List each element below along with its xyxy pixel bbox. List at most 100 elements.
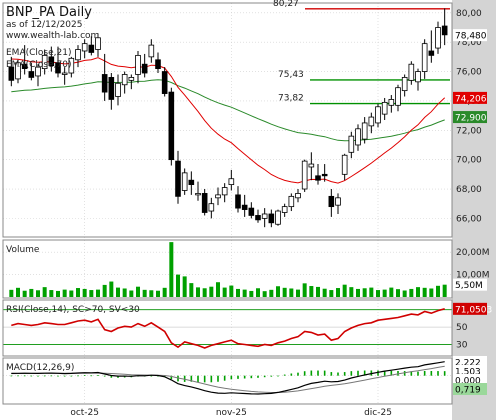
- macd-badge: 1,503: [455, 368, 481, 378]
- candle-body: [175, 160, 181, 197]
- macd-histogram-bar: [70, 375, 73, 377]
- candle-body: [275, 210, 281, 225]
- candle-body: [15, 62, 21, 80]
- macd-histogram-bar: [97, 375, 99, 376]
- ema70-line: [11, 79, 445, 142]
- macd-histogram-bar: [63, 375, 66, 377]
- macd-histogram-bar: [83, 375, 86, 376]
- volume-bar: [262, 291, 267, 297]
- macd-panel: [2, 357, 453, 405]
- macd-histogram-bar: [310, 370, 313, 376]
- macd-histogram-bar: [397, 370, 399, 376]
- macd-histogram-bar: [17, 375, 19, 377]
- candle-body: [441, 25, 448, 36]
- volume-bar: [202, 288, 207, 297]
- volume-bar: [149, 290, 154, 297]
- volume-bar: [209, 286, 214, 297]
- volume-bar: [22, 290, 27, 297]
- level-label: 73,82: [278, 94, 304, 104]
- volume-bar: [296, 289, 300, 297]
- volume-bar: [409, 288, 414, 297]
- candle-body: [121, 74, 128, 86]
- site-line: www.wealth-lab.com: [6, 31, 99, 41]
- y-axis-background: [452, 0, 496, 420]
- x-tick-label: oct-25: [70, 408, 99, 418]
- volume-bar: [229, 285, 234, 297]
- candle-body: [101, 74, 108, 93]
- macd-histogram-bar: [250, 375, 253, 379]
- candle-body: [415, 71, 421, 83]
- volume-last-badge-bg: [453, 278, 487, 291]
- volume-bar: [396, 289, 400, 297]
- macd-badge-bg: [453, 383, 487, 395]
- candle-body: [341, 154, 348, 175]
- candle-body: [355, 128, 361, 146]
- rsi-last-badge: 71,0503: [455, 305, 492, 315]
- volume-bar: [82, 288, 87, 297]
- macd-histogram-bar: [263, 375, 266, 378]
- volume-bar: [142, 289, 147, 297]
- macd-histogram-bar: [237, 375, 239, 379]
- volume-bar: [249, 290, 254, 297]
- candle-body: [181, 172, 188, 191]
- candle-body: [375, 106, 381, 124]
- candle-body: [161, 71, 168, 94]
- volume-label: Volume: [6, 245, 40, 255]
- candle-body: [261, 213, 268, 219]
- macd-histogram-bar: [390, 370, 393, 376]
- macd-badge: 0,719: [455, 386, 481, 396]
- chart-title: BNP_PA Daily: [6, 5, 92, 20]
- volume-bar: [442, 284, 447, 297]
- volume-bar: [9, 289, 14, 297]
- candle-body: [68, 57, 75, 74]
- candle-body: [348, 135, 355, 153]
- candle-body: [201, 193, 208, 213]
- macd-histogram-bar: [403, 371, 406, 376]
- date-line: as of 12/12/2025: [6, 20, 82, 30]
- candle-body: [221, 187, 228, 196]
- macd-histogram-bar: [337, 372, 339, 376]
- candle-body: [28, 71, 35, 78]
- macd-histogram-bar: [297, 372, 299, 376]
- macd-histogram-bar: [323, 370, 326, 376]
- ema21-badge: 74,206: [455, 94, 487, 104]
- rsi-last-badge-bg: [453, 302, 487, 315]
- volume-bar: [62, 289, 67, 297]
- candle-body: [361, 122, 368, 140]
- volume-bar: [176, 274, 180, 297]
- ema21-legend: EMA(Close,21): [6, 48, 71, 58]
- volume-bar: [96, 289, 100, 297]
- volume-bar: [402, 290, 407, 297]
- volume-bar: [316, 286, 320, 297]
- volume-bar: [222, 287, 227, 297]
- ema21-line: [11, 57, 446, 184]
- macd-histogram-bar: [430, 370, 433, 376]
- macd-histogram-bar: [43, 375, 46, 377]
- price-tick-label: 66,00: [456, 214, 482, 224]
- candle-body: [428, 50, 435, 56]
- volume-bar: [416, 287, 420, 297]
- volume-bar: [136, 286, 140, 297]
- volume-bar: [116, 287, 120, 297]
- macd-histogram-bar: [230, 375, 233, 380]
- macd-histogram-bar: [417, 371, 419, 376]
- macd-histogram-bar: [283, 374, 286, 376]
- candle-body: [308, 163, 315, 168]
- volume-bar: [56, 290, 60, 297]
- ema70-badge-bg: [453, 111, 487, 124]
- candle-body: [401, 77, 408, 92]
- macd-histogram-bar: [383, 370, 386, 376]
- ema70-badge: 72,900: [455, 114, 487, 124]
- volume-tick-label: 20,00M: [456, 248, 490, 258]
- rsi-tick-label: 30: [456, 341, 468, 351]
- price-tick-label: 80,00: [456, 9, 482, 19]
- volume-bar: [289, 288, 294, 297]
- candle-body: [215, 194, 221, 199]
- ema21-badge-bg: [453, 91, 487, 104]
- macd-histogram-bar: [90, 375, 93, 377]
- volume-bar: [189, 283, 194, 297]
- volume-bar: [376, 290, 380, 297]
- candle-body: [255, 215, 261, 221]
- macd-histogram-bar: [30, 375, 33, 377]
- volume-bar: [422, 287, 427, 297]
